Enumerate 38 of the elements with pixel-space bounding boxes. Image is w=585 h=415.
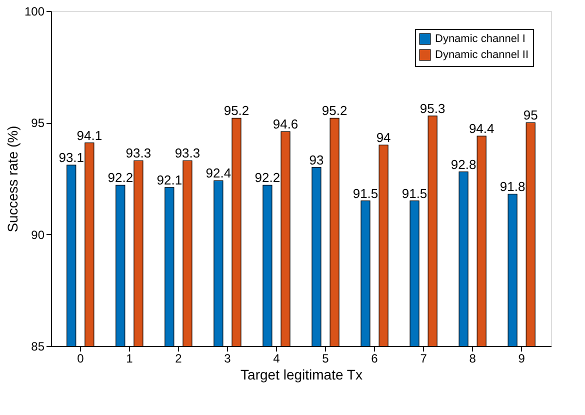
x-tick-label: 3: [224, 352, 232, 366]
data-label: 93: [309, 152, 324, 168]
data-label: 94: [376, 130, 391, 145]
data-label: 92.4: [206, 166, 232, 181]
data-label: 91.8: [500, 179, 526, 194]
data-label: 92.2: [254, 170, 280, 186]
x-tick-label: 7: [420, 352, 428, 366]
data-label: 91.5: [402, 186, 428, 201]
data-label: 95.2: [322, 103, 348, 118]
data-label: 94.1: [76, 128, 102, 143]
x-tick-label: 6: [371, 352, 378, 366]
legend-label: Dynamic channel II: [435, 49, 529, 61]
data-label: 92.2: [108, 170, 134, 186]
y-tick-label: 90: [31, 228, 45, 242]
data-label: 95: [523, 108, 538, 123]
legend-label: Dynamic channel I: [435, 33, 526, 45]
x-tick-label: 2: [175, 352, 182, 366]
y-tick-label: 100: [24, 4, 45, 18]
y-axis-title: Success rate (%): [4, 126, 20, 232]
data-label: 94.6: [272, 116, 298, 132]
data-label: 92.8: [450, 156, 476, 172]
data-label: 91.5: [352, 186, 378, 201]
y-tick-label: 95: [31, 116, 45, 130]
data-label: 95.3: [420, 100, 446, 116]
data-label: 93.1: [58, 150, 84, 166]
data-label: 92.1: [156, 172, 182, 188]
y-tick-label: 85: [31, 340, 45, 354]
data-label: 95.2: [224, 103, 250, 118]
data-label: 94.4: [468, 121, 494, 136]
x-axis-title: Target legitimate Tx: [240, 366, 362, 382]
x-tick-label: 1: [126, 352, 134, 366]
x-tick-label: 0: [77, 352, 84, 366]
data-label: 93.3: [126, 146, 152, 161]
x-tick-label: 5: [322, 352, 330, 366]
data-label: 93.3: [174, 146, 200, 161]
x-tick-label: 9: [518, 352, 526, 366]
x-tick-label: 4: [273, 352, 280, 366]
x-tick-label: 8: [469, 352, 476, 366]
